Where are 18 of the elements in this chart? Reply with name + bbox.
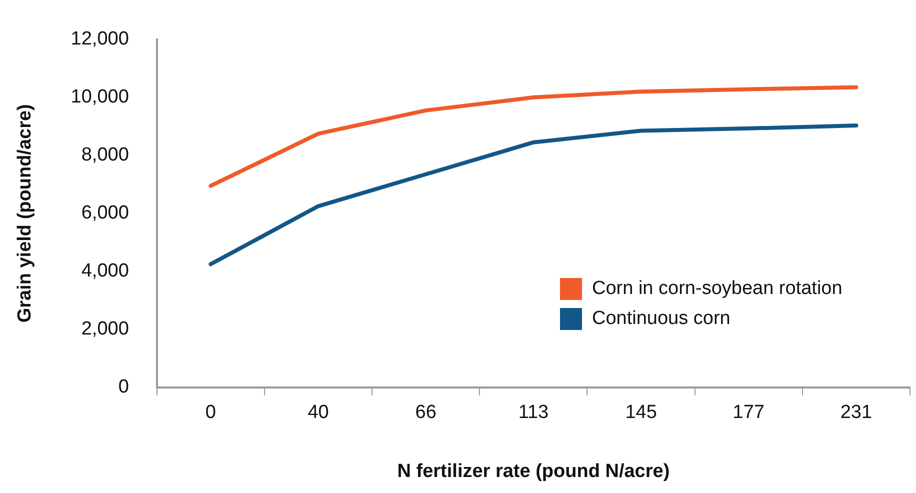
y-tick-label: 6,000: [81, 202, 129, 224]
y-axis-title: Grain yield (pound/acre): [14, 104, 36, 323]
y-tick-label: 0: [118, 376, 129, 398]
legend-label: Corn in corn-soybean rotation: [592, 278, 842, 300]
x-tick-label: 40: [308, 402, 329, 424]
y-tick-label: 4,000: [81, 260, 129, 282]
x-tick-label: 231: [840, 402, 872, 424]
x-tick-label: 0: [205, 402, 216, 424]
x-axis-title: N fertilizer rate (pound N/acre): [397, 460, 670, 482]
y-tick-label: 8,000: [81, 144, 129, 166]
x-tick-label: 66: [415, 402, 436, 424]
x-tick-label: 177: [732, 402, 764, 424]
x-tick-label: 113: [518, 402, 549, 424]
y-tick-label: 10,000: [70, 86, 129, 108]
x-tick-label: 145: [625, 402, 657, 424]
y-tick-label: 2,000: [81, 318, 129, 340]
y-tick-label: 12,000: [70, 28, 129, 50]
legend-label: Continuous corn: [592, 308, 730, 330]
